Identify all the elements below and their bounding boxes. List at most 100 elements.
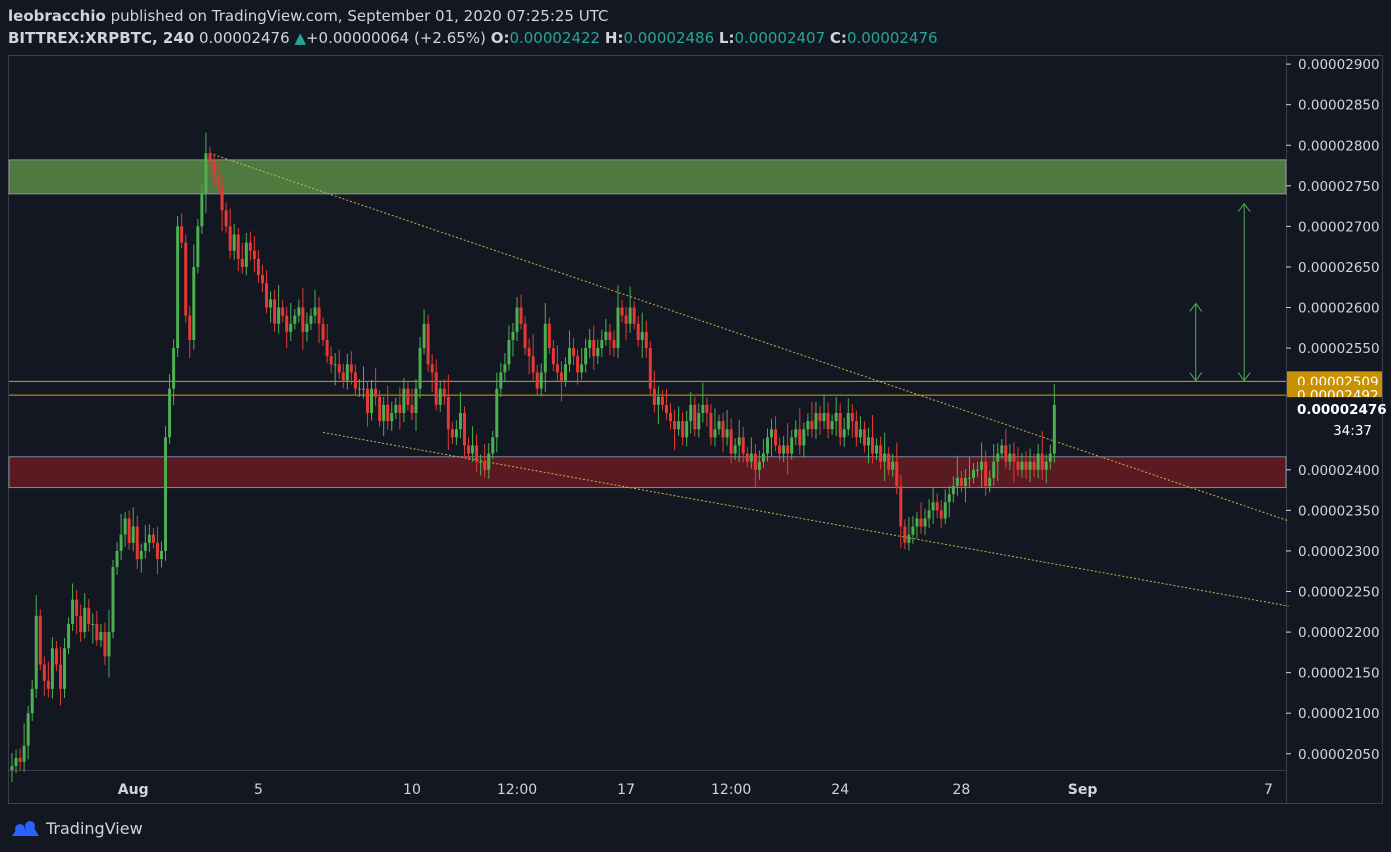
candle-down	[366, 388, 370, 413]
candle-up	[176, 226, 180, 349]
candle-down	[709, 413, 713, 438]
candle-up	[479, 461, 483, 463]
y-axis-tick-label: 0.00002750	[1298, 179, 1380, 195]
candle-down	[341, 372, 345, 381]
candle-up	[164, 437, 168, 551]
y-axis-tick-label: 0.00002200	[1298, 625, 1380, 641]
support-zone[interactable]	[8, 456, 1287, 489]
candle-down	[810, 421, 814, 430]
candle-down	[576, 356, 580, 373]
candle-down	[260, 275, 264, 284]
candle-down	[753, 453, 757, 470]
candle-up	[361, 388, 365, 390]
candle-down	[135, 526, 139, 560]
candle-down	[721, 421, 725, 438]
candle-down	[430, 364, 434, 373]
candle-down	[475, 445, 479, 462]
close-label: C:	[829, 29, 847, 47]
cloud-icon	[12, 821, 39, 836]
candle-up	[677, 421, 681, 430]
y-axis-tick-label: 0.00002100	[1298, 706, 1380, 722]
candle-down	[58, 664, 62, 689]
last-price-badge	[1287, 397, 1382, 438]
candle-down	[693, 404, 697, 430]
candle-down	[862, 429, 866, 446]
resistance-zone[interactable]	[8, 159, 1287, 195]
candle-down	[741, 437, 745, 454]
arrow-down-icon	[1237, 372, 1251, 382]
author-name[interactable]: leobracchio	[8, 7, 106, 25]
candle-down	[281, 307, 285, 316]
candle-down	[329, 356, 333, 365]
candle-down	[903, 526, 907, 543]
low-value: 0.00002407	[734, 29, 826, 47]
candle-down	[648, 348, 652, 389]
candle-up	[196, 226, 200, 267]
candle-up	[927, 510, 931, 519]
high-value: 0.00002486	[623, 29, 715, 47]
candle-down	[1016, 461, 1020, 470]
trendline[interactable]	[209, 152, 1289, 522]
candle-down	[705, 404, 709, 413]
candle-up	[806, 421, 810, 430]
candle-down	[664, 404, 668, 413]
candle-down	[527, 348, 531, 357]
y-axis-tick-label: 0.00002300	[1298, 544, 1380, 560]
candle-down	[660, 396, 664, 405]
candle-down	[426, 323, 430, 365]
candle-up	[656, 396, 660, 405]
low-label: L:	[718, 29, 735, 47]
candle-up	[733, 445, 737, 454]
candle-up	[725, 429, 729, 438]
candle-down	[75, 599, 79, 616]
candle-up	[963, 477, 967, 487]
candle-down	[612, 339, 616, 349]
candle-up	[91, 623, 95, 625]
candle-down	[208, 153, 212, 162]
candle-up	[822, 413, 826, 422]
candle-down	[984, 461, 988, 487]
candle-up	[422, 323, 426, 349]
candle-down	[188, 315, 192, 340]
tradingview-logo[interactable]: TradingView	[8, 818, 143, 838]
candle-up	[713, 429, 717, 438]
candle-down	[531, 356, 535, 373]
brand-name: TradingView	[46, 818, 143, 838]
candle-up	[588, 339, 592, 349]
candle-up	[67, 623, 71, 649]
symbol-label[interactable]: BITTREX:XRPBTC, 240	[8, 29, 195, 47]
candle-up	[988, 477, 992, 487]
candle-down	[669, 413, 673, 422]
candle-up	[277, 307, 281, 324]
candle-down	[374, 388, 378, 397]
candle-up	[875, 445, 879, 454]
candle-down	[378, 396, 382, 422]
candle-down	[321, 323, 325, 340]
candle-up	[147, 534, 151, 543]
candle-down	[462, 413, 466, 446]
trendline[interactable]	[322, 431, 1289, 607]
candle-up	[333, 364, 337, 366]
candle-down	[1024, 461, 1028, 470]
candle-up	[10, 765, 14, 770]
candle-up	[1008, 453, 1012, 462]
candle-up	[737, 437, 741, 446]
candle-up	[947, 494, 951, 503]
y-axis-tick-label: 0.00002650	[1298, 260, 1380, 276]
candle-up	[414, 388, 418, 413]
candle-down	[87, 607, 91, 624]
candle-down	[216, 177, 220, 186]
candle-up	[628, 307, 632, 324]
candle-up	[487, 453, 491, 470]
candle-down	[895, 461, 899, 487]
candle-up	[1052, 404, 1056, 454]
candle-up	[834, 413, 838, 422]
candle-down	[838, 413, 842, 438]
time-axis-frame	[8, 770, 1287, 804]
candle-down	[919, 518, 923, 527]
arrow-up-icon	[1189, 302, 1203, 312]
candle-down	[18, 757, 22, 762]
open-value: 0.00002422	[509, 29, 601, 47]
candle-up	[1048, 453, 1052, 462]
